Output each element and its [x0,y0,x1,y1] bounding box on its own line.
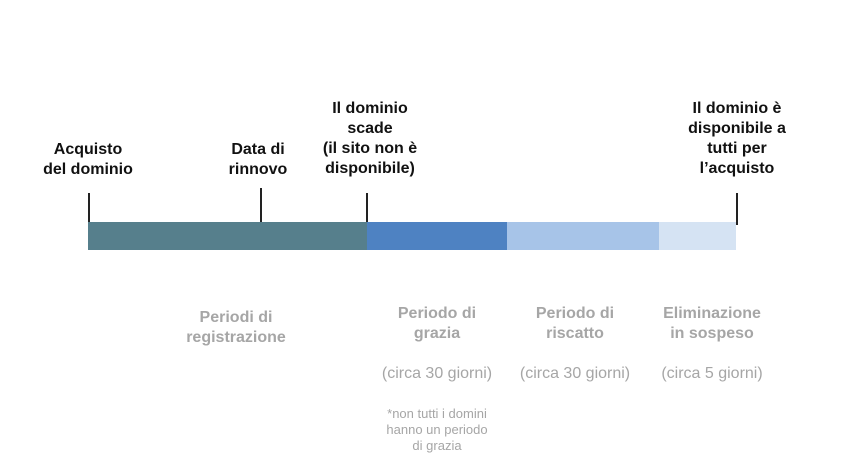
tick-expiry [366,193,368,226]
segment-pending-delete [659,222,736,250]
phase-grace-name: Periodo di grazia [397,305,477,342]
phase-registration-name: Periodi di registrazione [186,309,286,346]
phase-grace-duration: (circa 30 giorni) [381,365,493,382]
milestone-expiry-label: Il dominio scade (il sito non è disponib… [322,100,418,177]
tick-available [736,193,738,225]
phase-redemption-duration: (circa 30 giorni) [519,365,631,382]
phase-pending-delete: Eliminazione in sospeso (circa 5 giorni) [661,284,762,404]
phase-pending-delete-duration: (circa 5 giorni) [661,365,763,382]
milestone-purchase-label: Acquisto del dominio [43,141,133,178]
segment-registration [88,222,367,250]
phase-redemption: Periodo di riscatto (circa 30 giorni) [520,284,630,404]
phase-redemption-name: Periodo di riscatto [535,305,615,342]
phase-grace: Periodo di grazia (circa 30 giorni) *non… [382,284,492,474]
milestone-renewal-label: Data di rinnovo [228,141,288,178]
segment-redemption [507,222,659,250]
segment-grace [367,222,507,250]
phase-pending-delete-name: Eliminazione in sospeso [663,305,761,342]
phase-grace-note: *non tutti i domini hanno un periodo di … [386,406,488,453]
tick-renewal [260,188,262,222]
milestone-available-label: Il dominio è disponibile a tutti per l’a… [688,100,786,177]
phase-registration: Periodi di registrazione [186,288,286,368]
tick-purchase [88,193,90,222]
